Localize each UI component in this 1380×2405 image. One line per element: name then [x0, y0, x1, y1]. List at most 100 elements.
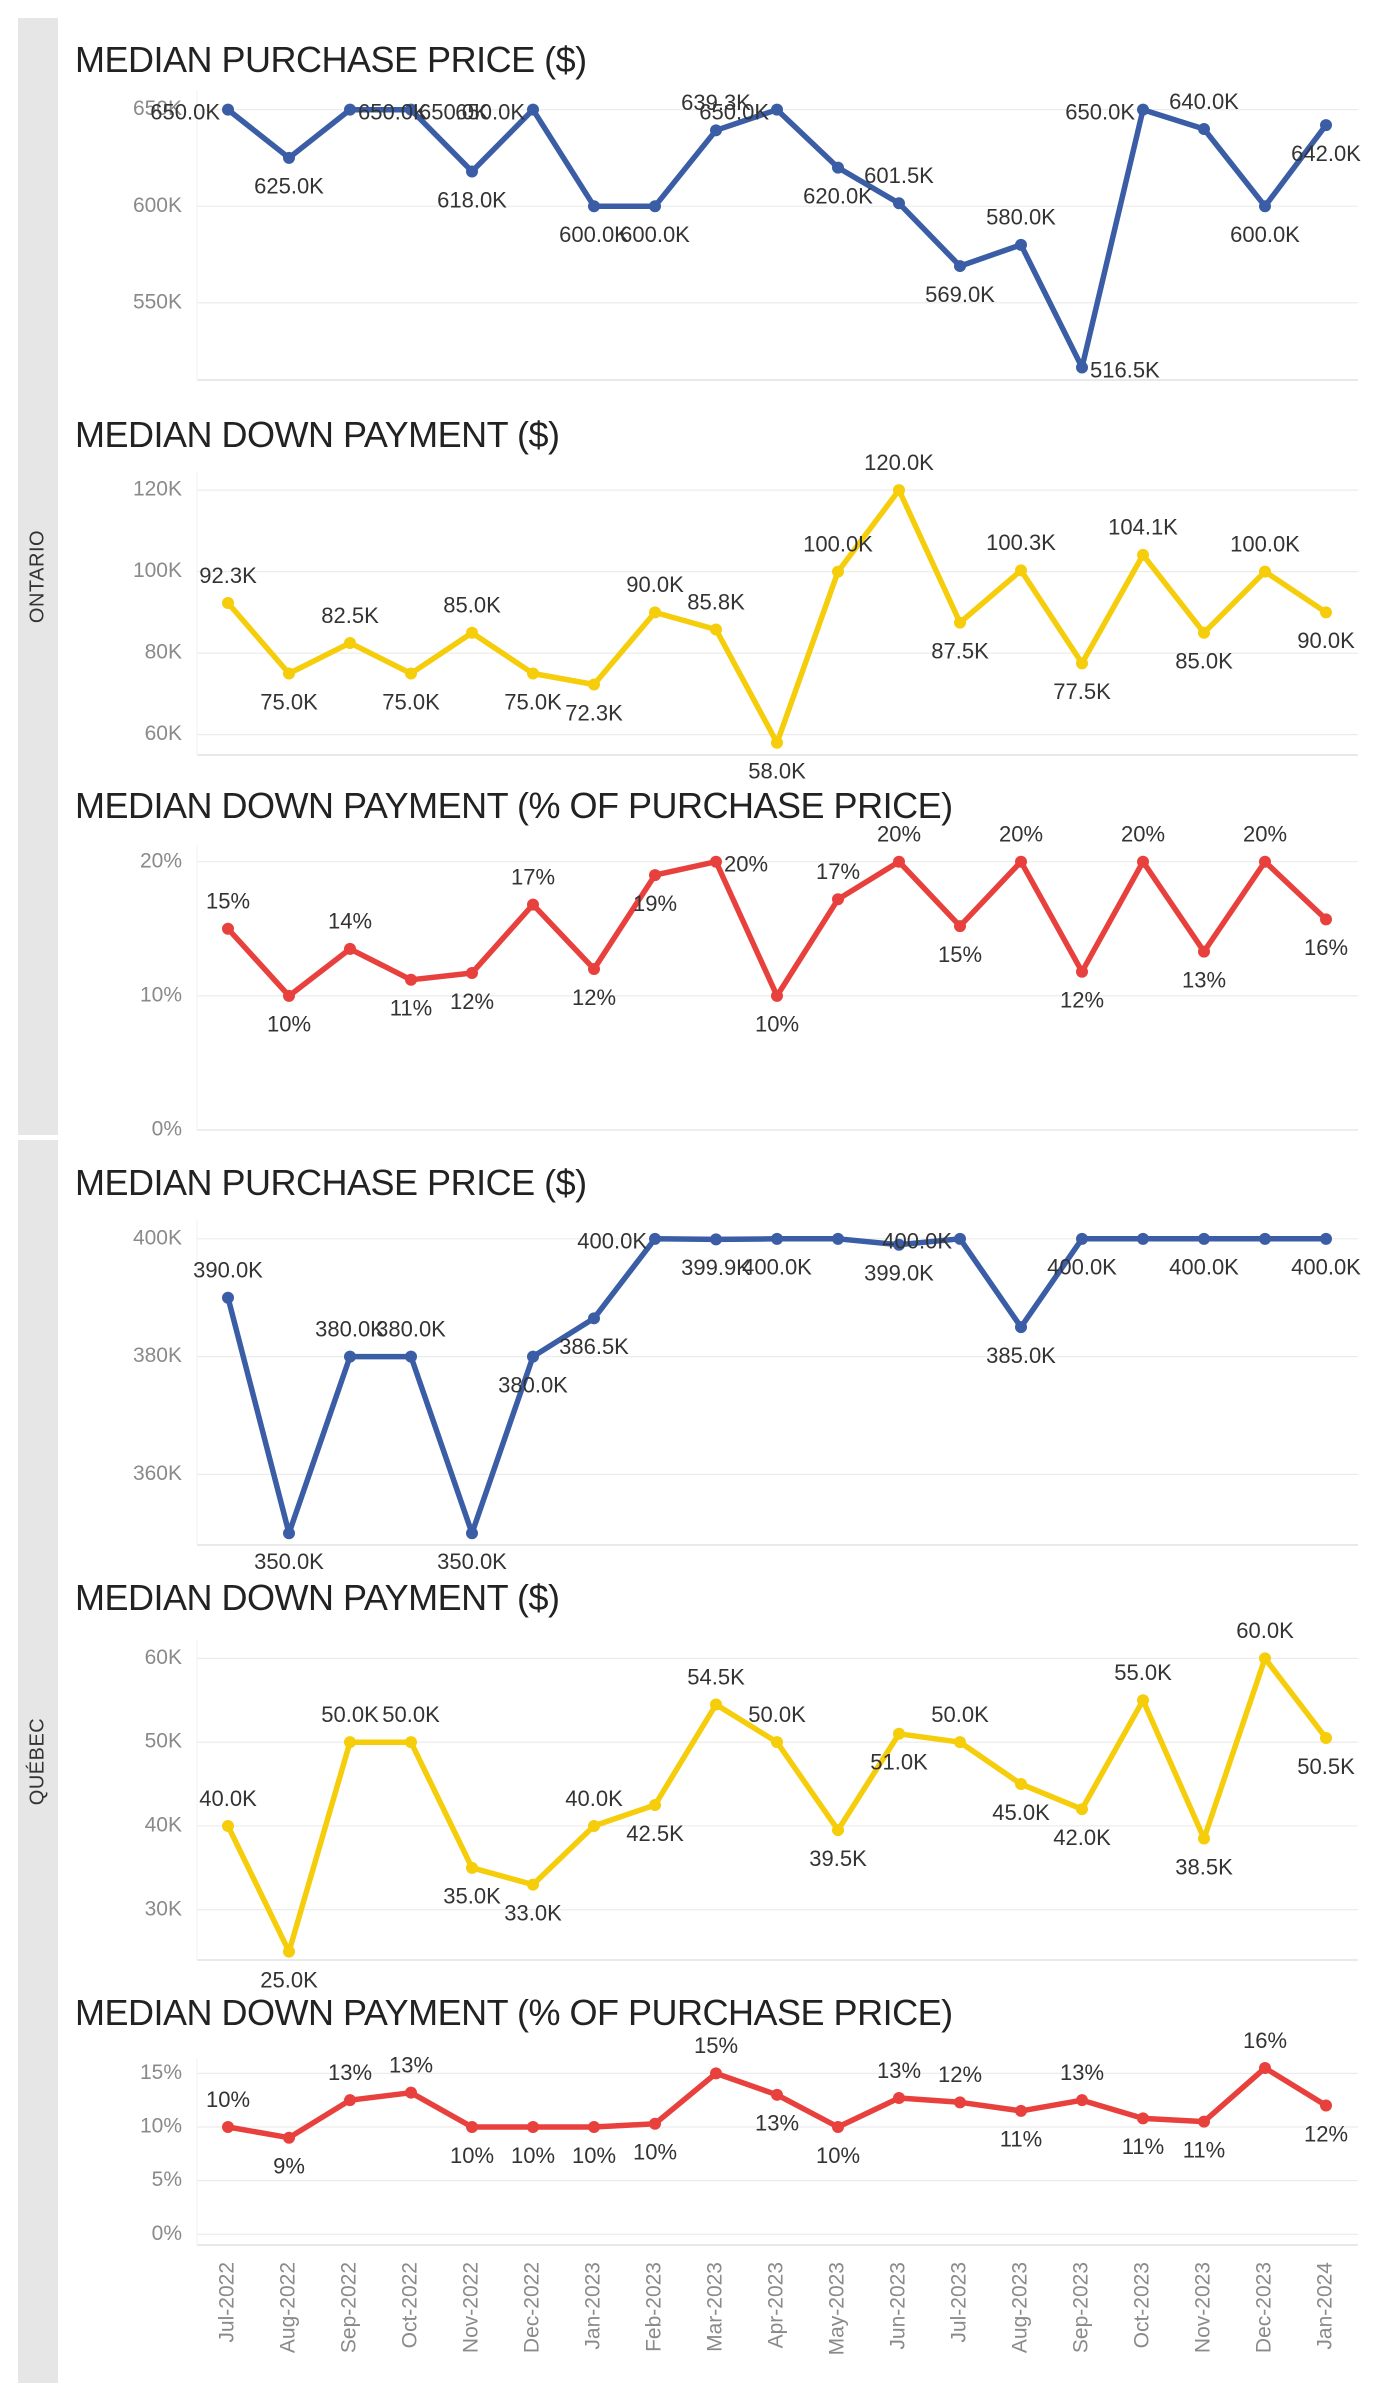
y-tick-label: 10%: [140, 2115, 182, 2138]
line-chart-panel: MEDIAN DOWN PAYMENT ($) 60K 80K 100K 120K 92.…: [75, 414, 1358, 784]
data-label: 399.0K: [864, 1261, 934, 1286]
data-point: [1137, 855, 1149, 868]
data-label: 10%: [206, 2087, 250, 2112]
x-tick-label: Oct-2022: [399, 2262, 422, 2348]
data-label: 400.0K: [1047, 1255, 1117, 1280]
x-tick-label: Oct-2023: [1131, 2262, 1154, 2348]
data-label: 40.0K: [199, 1786, 257, 1811]
data-point: [893, 484, 905, 497]
data-point: [954, 1232, 966, 1245]
data-point: [771, 989, 783, 1002]
data-label: 92.3K: [199, 563, 257, 588]
data-label: 380.0K: [498, 1372, 568, 1397]
data-point: [1137, 103, 1149, 116]
y-tick-label: 50K: [145, 1730, 182, 1753]
data-point: [1320, 1731, 1332, 1744]
data-point: [222, 597, 234, 610]
data-point: [222, 1291, 234, 1304]
data-point: [527, 103, 539, 116]
data-point: [1320, 913, 1332, 926]
data-label: 12%: [1304, 2121, 1348, 2146]
data-label: 11%: [1183, 2137, 1225, 2162]
x-tick-label: Sep-2022: [338, 2262, 361, 2353]
data-label: 650.0K: [455, 99, 525, 124]
data-label: 380.0K: [315, 1316, 385, 1341]
y-tick-label: 380K: [133, 1344, 182, 1367]
series-line: [225, 1236, 1329, 1536]
data-point: [344, 1736, 356, 1749]
data-point: [283, 151, 295, 164]
data-label: 16%: [1304, 935, 1348, 960]
data-label: 11%: [1122, 2134, 1164, 2159]
data-point: [283, 2131, 295, 2144]
x-tick-label: Jun-2023: [887, 2262, 910, 2350]
region-label: ONTARIO: [26, 530, 48, 623]
data-point: [710, 124, 722, 137]
data-label: 51.0K: [870, 1750, 928, 1775]
data-point: [527, 1878, 539, 1891]
data-point: [222, 2121, 234, 2133]
line-chart-panel: MEDIAN DOWN PAYMENT ($) 30K 40K 50K 60K 40.0K…: [75, 1577, 1358, 1992]
data-point: [1015, 1778, 1027, 1791]
data-label: 400.0K: [882, 1229, 952, 1254]
data-point: [832, 2121, 844, 2133]
y-tick-label: 100K: [133, 559, 182, 582]
data-label: 75.0K: [382, 689, 440, 714]
data-point: [1015, 1321, 1027, 1334]
data-point: [1198, 1832, 1210, 1845]
data-point: [222, 1819, 234, 1832]
y-tick-label: 40K: [145, 1813, 182, 1836]
x-tick-label: Jul-2023: [948, 2262, 971, 2343]
data-label: 10%: [816, 2143, 860, 2168]
data-point: [649, 200, 661, 213]
data-label: 11%: [1000, 2127, 1042, 2152]
data-point: [283, 1527, 295, 1540]
data-point: [527, 1350, 539, 1363]
data-point: [1137, 1232, 1149, 1245]
y-tick-label: 0%: [152, 1118, 182, 1141]
data-label: 19%: [633, 891, 677, 916]
data-point: [405, 973, 417, 986]
data-label: 10%: [572, 2143, 616, 2168]
data-point: [1015, 855, 1027, 868]
data-point: [1198, 122, 1210, 135]
x-tick-label: Apr-2023: [765, 2262, 788, 2348]
y-tick-label: 15%: [140, 2061, 182, 2084]
data-point: [1137, 1694, 1149, 1707]
data-point: [466, 1527, 478, 1540]
data-point: [649, 869, 661, 882]
data-point: [1137, 548, 1149, 561]
data-label: 38.5K: [1175, 1854, 1233, 1879]
data-point: [344, 103, 356, 116]
data-label: 380.0K: [376, 1316, 446, 1341]
line-chart-panel: MEDIAN DOWN PAYMENT (% OF PURCHASE PRICE…: [75, 785, 1358, 1141]
x-tick-label: Feb-2023: [643, 2262, 666, 2352]
data-point: [588, 200, 600, 213]
y-tick-label: 550K: [133, 290, 182, 313]
data-label: 600.0K: [620, 222, 690, 247]
y-tick-label: 60K: [145, 1646, 182, 1669]
data-label: 14%: [328, 909, 372, 934]
data-label: 20%: [1243, 822, 1287, 847]
data-label: 42.5K: [626, 1821, 684, 1846]
data-point: [405, 103, 417, 116]
data-label: 400.0K: [742, 1255, 812, 1280]
data-label: 12%: [938, 2062, 982, 2087]
data-label: 569.0K: [925, 282, 995, 307]
data-point: [1259, 565, 1271, 578]
data-point: [649, 2117, 661, 2130]
data-point: [1320, 2099, 1332, 2112]
line-chart-panel: MEDIAN PURCHASE PRICE ($)550K600K650K650…: [75, 39, 1361, 382]
data-point: [588, 678, 600, 691]
data-label: 15%: [206, 889, 250, 914]
data-label: 399.9K: [681, 1255, 751, 1280]
x-tick-label: Aug-2022: [277, 2262, 300, 2353]
data-label: 15%: [694, 2033, 738, 2058]
x-tick-label: Jul-2022: [216, 2262, 239, 2343]
data-point: [1259, 855, 1271, 868]
region-label: QUÉBEC: [25, 1718, 48, 1805]
data-point: [1076, 1232, 1088, 1245]
data-label: 58.0K: [748, 759, 806, 784]
data-label: 20%: [1121, 822, 1165, 847]
data-label: 90.0K: [626, 572, 684, 597]
